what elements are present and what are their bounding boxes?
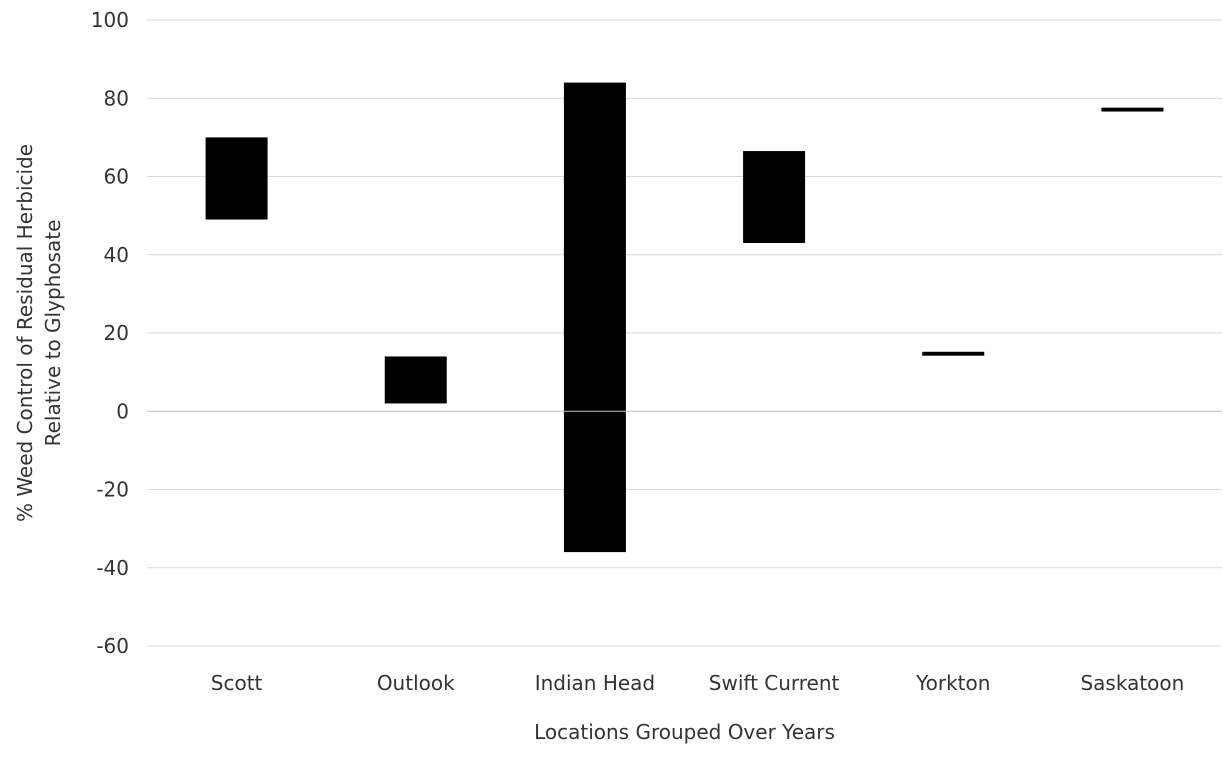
y-tick-label: 60	[104, 165, 129, 189]
bar-saskatoon	[1101, 107, 1164, 112]
y-tick-label: 80	[104, 86, 129, 110]
bar-indian-head	[563, 82, 626, 553]
y-tick-label: 20	[104, 321, 129, 345]
bar-scott	[205, 137, 268, 220]
y-axis-title-line-2: Relative to Glyphosate	[41, 220, 65, 447]
x-tick-label: Outlook	[377, 671, 455, 695]
x-tick-label: Swift Current	[709, 671, 840, 695]
y-tick-label: 40	[104, 243, 129, 267]
y-tick-label: -40	[96, 556, 129, 580]
y-axis-title-line-1: % Weed Control of Residual Herbicide	[13, 144, 37, 522]
bar-outlook	[384, 356, 447, 404]
x-tick-label: Indian Head	[535, 671, 655, 695]
bar-swift-current	[743, 151, 806, 244]
x-tick-label: Saskatoon	[1080, 671, 1184, 695]
bars	[205, 82, 1164, 553]
x-tick-labels: Scott Outlook Indian Head Swift Current York…	[211, 671, 1185, 695]
x-tick-label: Yorkton	[915, 671, 990, 695]
gridlines	[147, 19, 1222, 647]
y-tick-label: -20	[96, 478, 129, 502]
y-axis-title: % Weed Control of Residual Herbicide Rel…	[13, 144, 65, 522]
y-tick-label: -60	[96, 634, 129, 658]
y-tick-label: 0	[116, 399, 129, 423]
bar-yorkton	[922, 351, 985, 356]
x-tick-label: Scott	[211, 671, 263, 695]
x-axis-title: Locations Grouped Over Years	[534, 720, 835, 744]
y-tick-labels: -60 -40 -20 0 20 40 60 80 100	[91, 8, 129, 658]
y-tick-label: 100	[91, 8, 129, 32]
